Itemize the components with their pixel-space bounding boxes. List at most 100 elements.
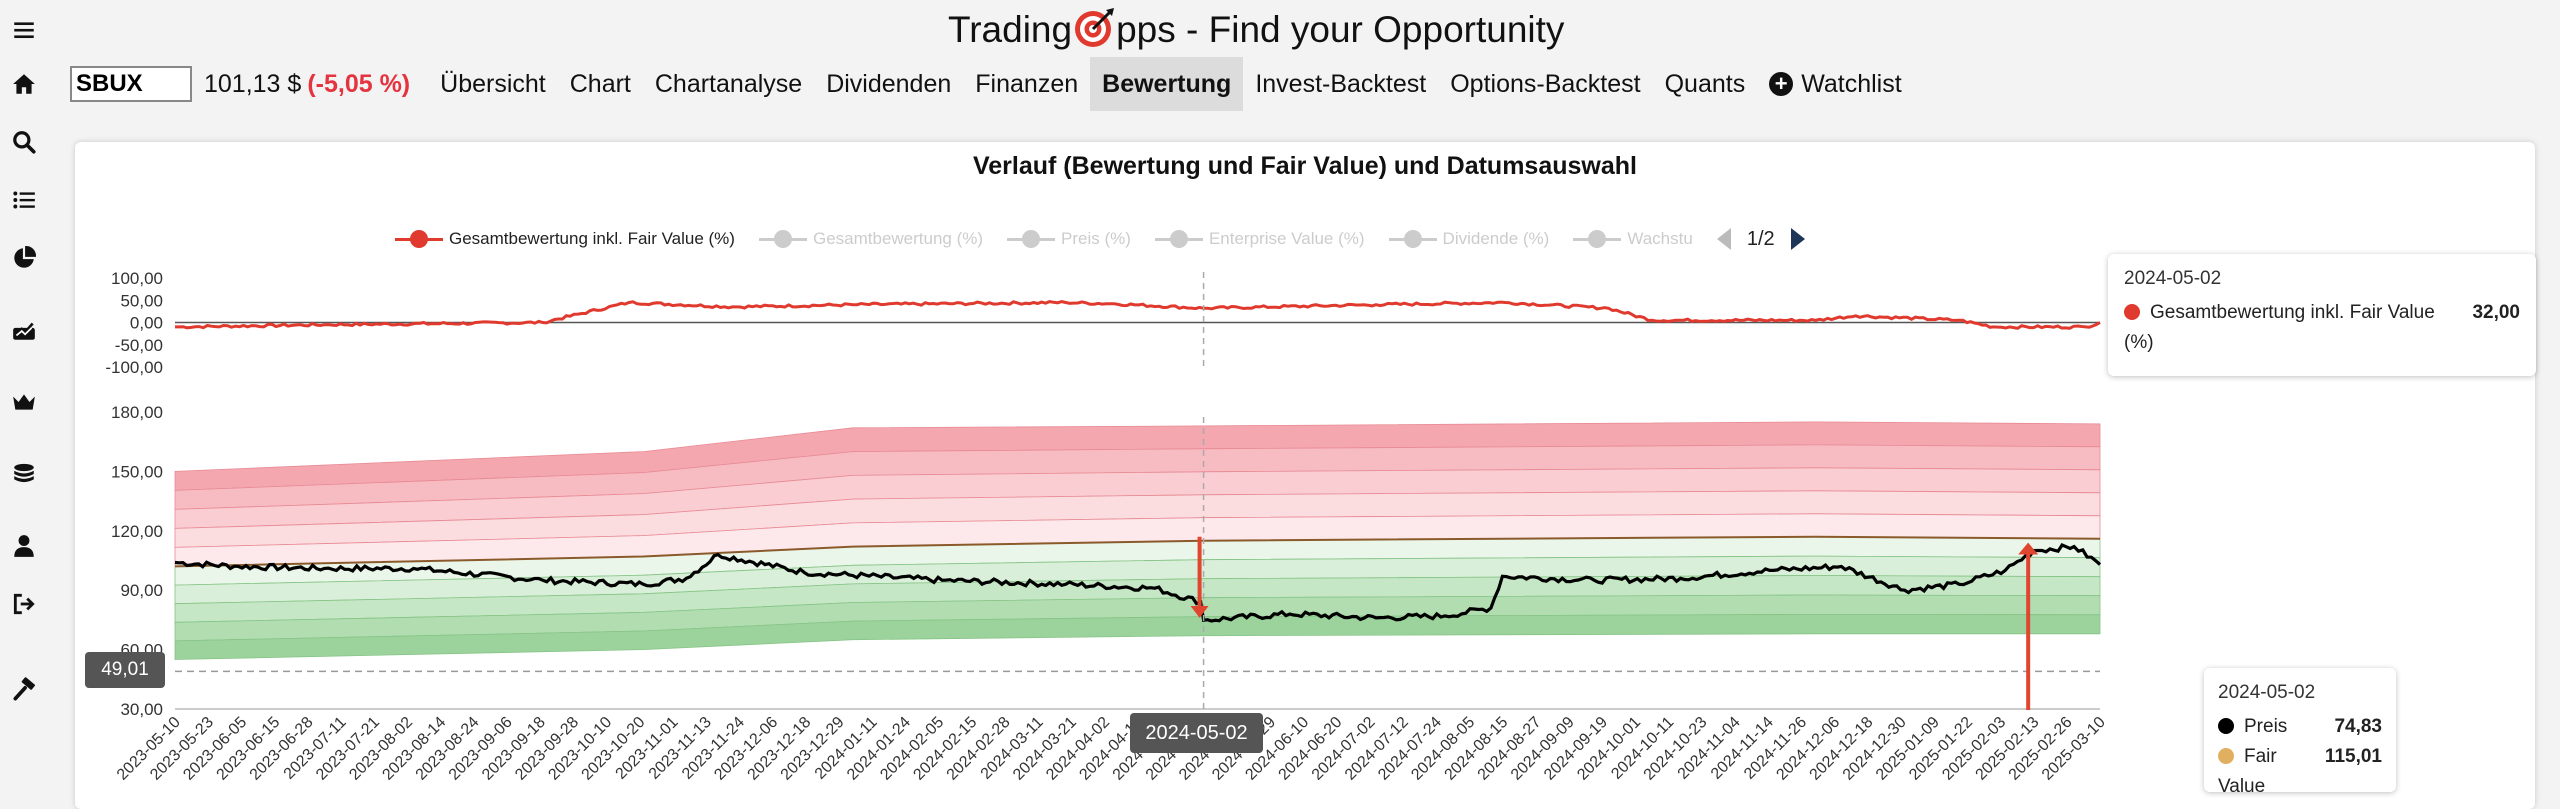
price-text: 101,13 $ <box>204 69 302 98</box>
pie-chart-icon[interactable] <box>6 240 42 276</box>
legend-item-wachstum[interactable]: Wachstu <box>1573 229 1693 249</box>
nav-label: Übersicht <box>440 69 546 98</box>
search-icon[interactable] <box>6 124 42 160</box>
series-dot-icon <box>2218 718 2234 734</box>
y-tick-label-top: 50,00 <box>120 291 163 310</box>
legend-pager: 1/2 <box>1716 228 1805 251</box>
legend-marker <box>1154 229 1203 249</box>
legend-item-preis[interactable]: Preis (%) <box>1007 229 1131 249</box>
tooltip-rating: 2024-05-02 Gesamtbewertung inkl. Fair Va… <box>2108 254 2536 376</box>
nav-label: Bewertung <box>1102 69 1232 98</box>
nav-uebersicht[interactable]: Übersicht <box>428 57 558 111</box>
legend-prev-arrow-icon[interactable] <box>1716 228 1731 250</box>
fair-value-line <box>174 535 2101 568</box>
coins-icon[interactable] <box>6 456 42 492</box>
price-change: (-5,05 %) <box>307 69 411 98</box>
target-logo-icon <box>1072 6 1116 50</box>
list-icon[interactable] <box>6 182 42 218</box>
crosshair-y-label: 49,01 <box>85 652 165 688</box>
nav-options-backtest[interactable]: Options-Backtest <box>1438 57 1652 111</box>
legend-marker <box>758 229 807 249</box>
legend-label: Enterprise Value (%) <box>1208 229 1365 248</box>
ticker-input[interactable] <box>70 66 192 102</box>
y-tick-label-top: 0,00 <box>130 314 163 333</box>
nav-watchlist[interactable]: + Watchlist <box>1757 57 1913 111</box>
price-line <box>174 543 2102 623</box>
hammer-icon[interactable] <box>6 672 42 708</box>
y-tick-label-bottom: 120,00 <box>111 522 163 541</box>
chart-card: Verlauf (Bewertung und Fair Value) und D… <box>75 142 2535 809</box>
nav-label: Options-Backtest <box>1450 69 1641 98</box>
nav-quants[interactable]: Quants <box>1653 57 1758 111</box>
y-tick-label-bottom: 150,00 <box>111 462 163 481</box>
legend-item-gesamtbewertung-fair-value[interactable]: Gesamtbewertung inkl. Fair Value (%) <box>395 229 735 249</box>
tooltip-series-label: Fair Value <box>2218 746 2277 797</box>
y-tick-label-bottom: 30,00 <box>120 700 163 719</box>
app-title-suffix: pps - Find your Opportunity <box>1116 9 1565 50</box>
nav-bewertung[interactable]: Bewertung <box>1090 57 1244 111</box>
series-dot-icon <box>2218 748 2234 764</box>
sidebar <box>0 0 48 809</box>
down-arrow-icon <box>1190 606 1209 618</box>
tooltip-row-fair-value: Fair Value 115,01 <box>2218 742 2382 802</box>
rating-line <box>175 300 2101 330</box>
nav-label: Chartanalyse <box>654 69 803 98</box>
tooltip-series: Gesamtbewertung inkl. Fair Value (%) <box>2124 298 2444 358</box>
undervalued-band <box>174 613 2101 660</box>
crown-icon[interactable] <box>6 384 42 420</box>
tooltip-value: 74,83 <box>2334 716 2382 737</box>
nav-dividenden[interactable]: Dividenden <box>814 57 963 111</box>
legend-next-arrow-icon[interactable] <box>1790 228 1805 250</box>
app-title-prefix: Trading <box>948 9 1073 50</box>
tooltip-series-label: Gesamtbewertung inkl. Fair Value (%) <box>2124 302 2435 353</box>
home-icon[interactable] <box>6 66 42 102</box>
nav-finanzen[interactable]: Finanzen <box>963 57 1090 111</box>
legend-label: Wachstu <box>1627 229 1693 248</box>
legend-item-enterprise-value[interactable]: Enterprise Value (%) <box>1154 229 1365 249</box>
nav-chart[interactable]: Chart <box>558 57 643 111</box>
tooltip-row: Gesamtbewertung inkl. Fair Value (%) 32,… <box>2124 298 2520 358</box>
legend-item-dividende[interactable]: Dividende (%) <box>1388 229 1550 249</box>
valuation-chart[interactable]: 100,00 50,00 0,00 -50,00 -100,00 180,00 150,00… <box>75 142 2535 809</box>
tooltip-price: 2024-05-02 Preis 74,83 Fair Value 115,01 <box>2204 668 2396 797</box>
nav-label: Invest-Backtest <box>1255 69 1427 98</box>
tooltip-row-preis: Preis 74,83 <box>2218 712 2382 742</box>
tooltip-series-label: Preis <box>2244 716 2288 737</box>
tooltip-value: 32,00 <box>2472 302 2520 323</box>
legend-marker <box>395 229 443 249</box>
nav-label: Quants <box>1664 69 1746 98</box>
chart-title: Verlauf (Bewertung und Fair Value) und D… <box>972 152 1637 180</box>
legend-marker <box>1388 229 1437 249</box>
navbar: 101,13 $ (-5,05 %) Übersicht Chart Chart… <box>70 57 1914 111</box>
nav-invest-backtest[interactable]: Invest-Backtest <box>1243 57 1438 111</box>
y-tick-label-bottom: 180,00 <box>111 403 163 422</box>
nav-label: Finanzen <box>975 69 1079 98</box>
y-tick-label-top: -50,00 <box>115 336 163 355</box>
tooltip-series: Fair Value <box>2218 742 2325 802</box>
legend-item-gesamtbewertung[interactable]: Gesamtbewertung (%) <box>758 229 984 249</box>
crosshair-x-label: 2024-05-02 <box>1130 713 1263 753</box>
app-title: Trading pps - Find your Opportunity <box>948 6 1564 51</box>
tooltip-date: 2024-05-02 <box>2218 682 2316 703</box>
legend-marker <box>1007 229 1056 249</box>
up-arrow-icon <box>2018 542 2039 555</box>
tooltip-date: 2024-05-02 <box>2124 268 2222 289</box>
y-tick-label-bottom: 90,00 <box>120 581 163 600</box>
nav-label: Chart <box>569 69 631 98</box>
y-tick-label-top: -100,00 <box>105 358 163 377</box>
logout-icon[interactable] <box>6 586 42 622</box>
series-dot-icon <box>2124 304 2140 320</box>
legend-label: Gesamtbewertung (%) <box>812 229 984 248</box>
nav-label: Watchlist <box>1801 69 1902 98</box>
user-icon[interactable] <box>6 528 42 564</box>
plus-circle-icon: + <box>1769 72 1794 96</box>
nav-chartanalyse[interactable]: Chartanalyse <box>643 57 814 111</box>
tooltip-series: Preis <box>2218 712 2287 742</box>
nav-label: Dividenden <box>826 69 952 98</box>
legend-label: Dividende (%) <box>1442 229 1550 248</box>
tooltip-value: 115,01 <box>2324 746 2382 767</box>
legend-marker <box>1573 229 1622 249</box>
growth-icon[interactable] <box>6 312 42 348</box>
menu-icon[interactable] <box>6 12 42 48</box>
